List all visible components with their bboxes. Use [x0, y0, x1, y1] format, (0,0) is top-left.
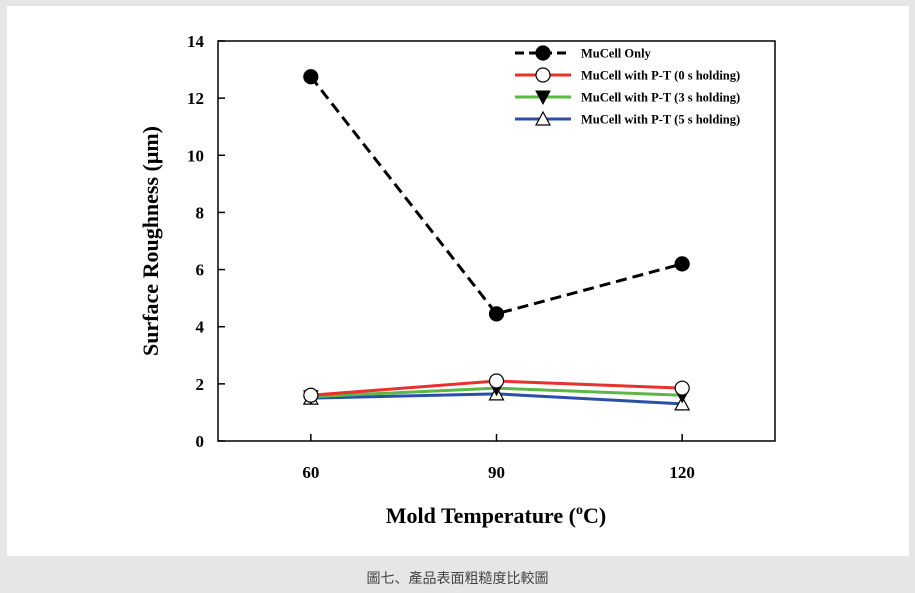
x-tick-label: 120 — [669, 463, 695, 482]
line-chart: 0 2 4 6 8 10 12 14 60 90 120 Surface Roughness (μ… — [138, 32, 776, 528]
x-axis: 60 90 120 — [302, 434, 695, 482]
legend-item: MuCell Only — [515, 45, 652, 61]
legend-marker — [535, 90, 551, 106]
data-point — [303, 387, 319, 403]
y-tick-label: 0 — [196, 432, 205, 451]
series-line — [309, 75, 683, 316]
y-tick-label: 8 — [196, 203, 205, 222]
data-point — [674, 256, 690, 272]
x-axis-title-text: Mold Temperature ( — [386, 503, 576, 528]
legend-item: MuCell with P-T (5 s holding) — [515, 110, 740, 127]
y-tick-label: 6 — [196, 261, 205, 280]
y-tick-label: 10 — [187, 146, 204, 165]
legend-label: MuCell Only — [581, 47, 652, 61]
data-point — [303, 69, 319, 85]
data-point — [674, 380, 690, 396]
legend-item: MuCell with P-T (0 s holding) — [515, 67, 740, 83]
x-tick-label: 90 — [488, 463, 505, 482]
y-axis: 0 2 4 6 8 10 12 14 — [187, 32, 225, 451]
series-1 — [303, 373, 690, 403]
legend-label: MuCell with P-T (5 s holding) — [581, 113, 740, 127]
y-tick-label: 4 — [196, 318, 205, 337]
x-tick-label: 60 — [302, 463, 319, 482]
y-axis-title: Surface Roughness (μm) — [138, 126, 163, 356]
x-axis-title: Mold Temperature (oC) — [386, 503, 606, 528]
figure-caption: 圖七、產品表面粗糙度比較圖 — [366, 571, 549, 587]
legend-label: MuCell with P-T (0 s holding) — [581, 69, 740, 83]
y-tick-label: 14 — [187, 32, 205, 51]
x-axis-title-superscript: o — [576, 503, 583, 518]
data-point — [488, 373, 505, 389]
legend-marker — [534, 110, 552, 126]
y-tick-label: 2 — [196, 375, 205, 394]
data-point — [488, 306, 505, 322]
y-tick-label: 12 — [187, 89, 204, 108]
series-layer — [302, 69, 691, 411]
legend-item: MuCell with P-T (3 s holding) — [515, 90, 740, 106]
legend-marker — [535, 45, 551, 61]
legend-marker — [535, 67, 551, 83]
legend-label: MuCell with P-T (3 s holding) — [581, 91, 740, 105]
figure-panel: 0 2 4 6 8 10 12 14 60 90 120 Surface Roughness (μ… — [7, 6, 909, 556]
x-axis-title-end: C) — [583, 503, 606, 528]
series-0 — [303, 69, 690, 322]
legend: MuCell Only MuCell with P-T (0 s holding)… — [515, 45, 740, 127]
data-point — [674, 395, 691, 411]
